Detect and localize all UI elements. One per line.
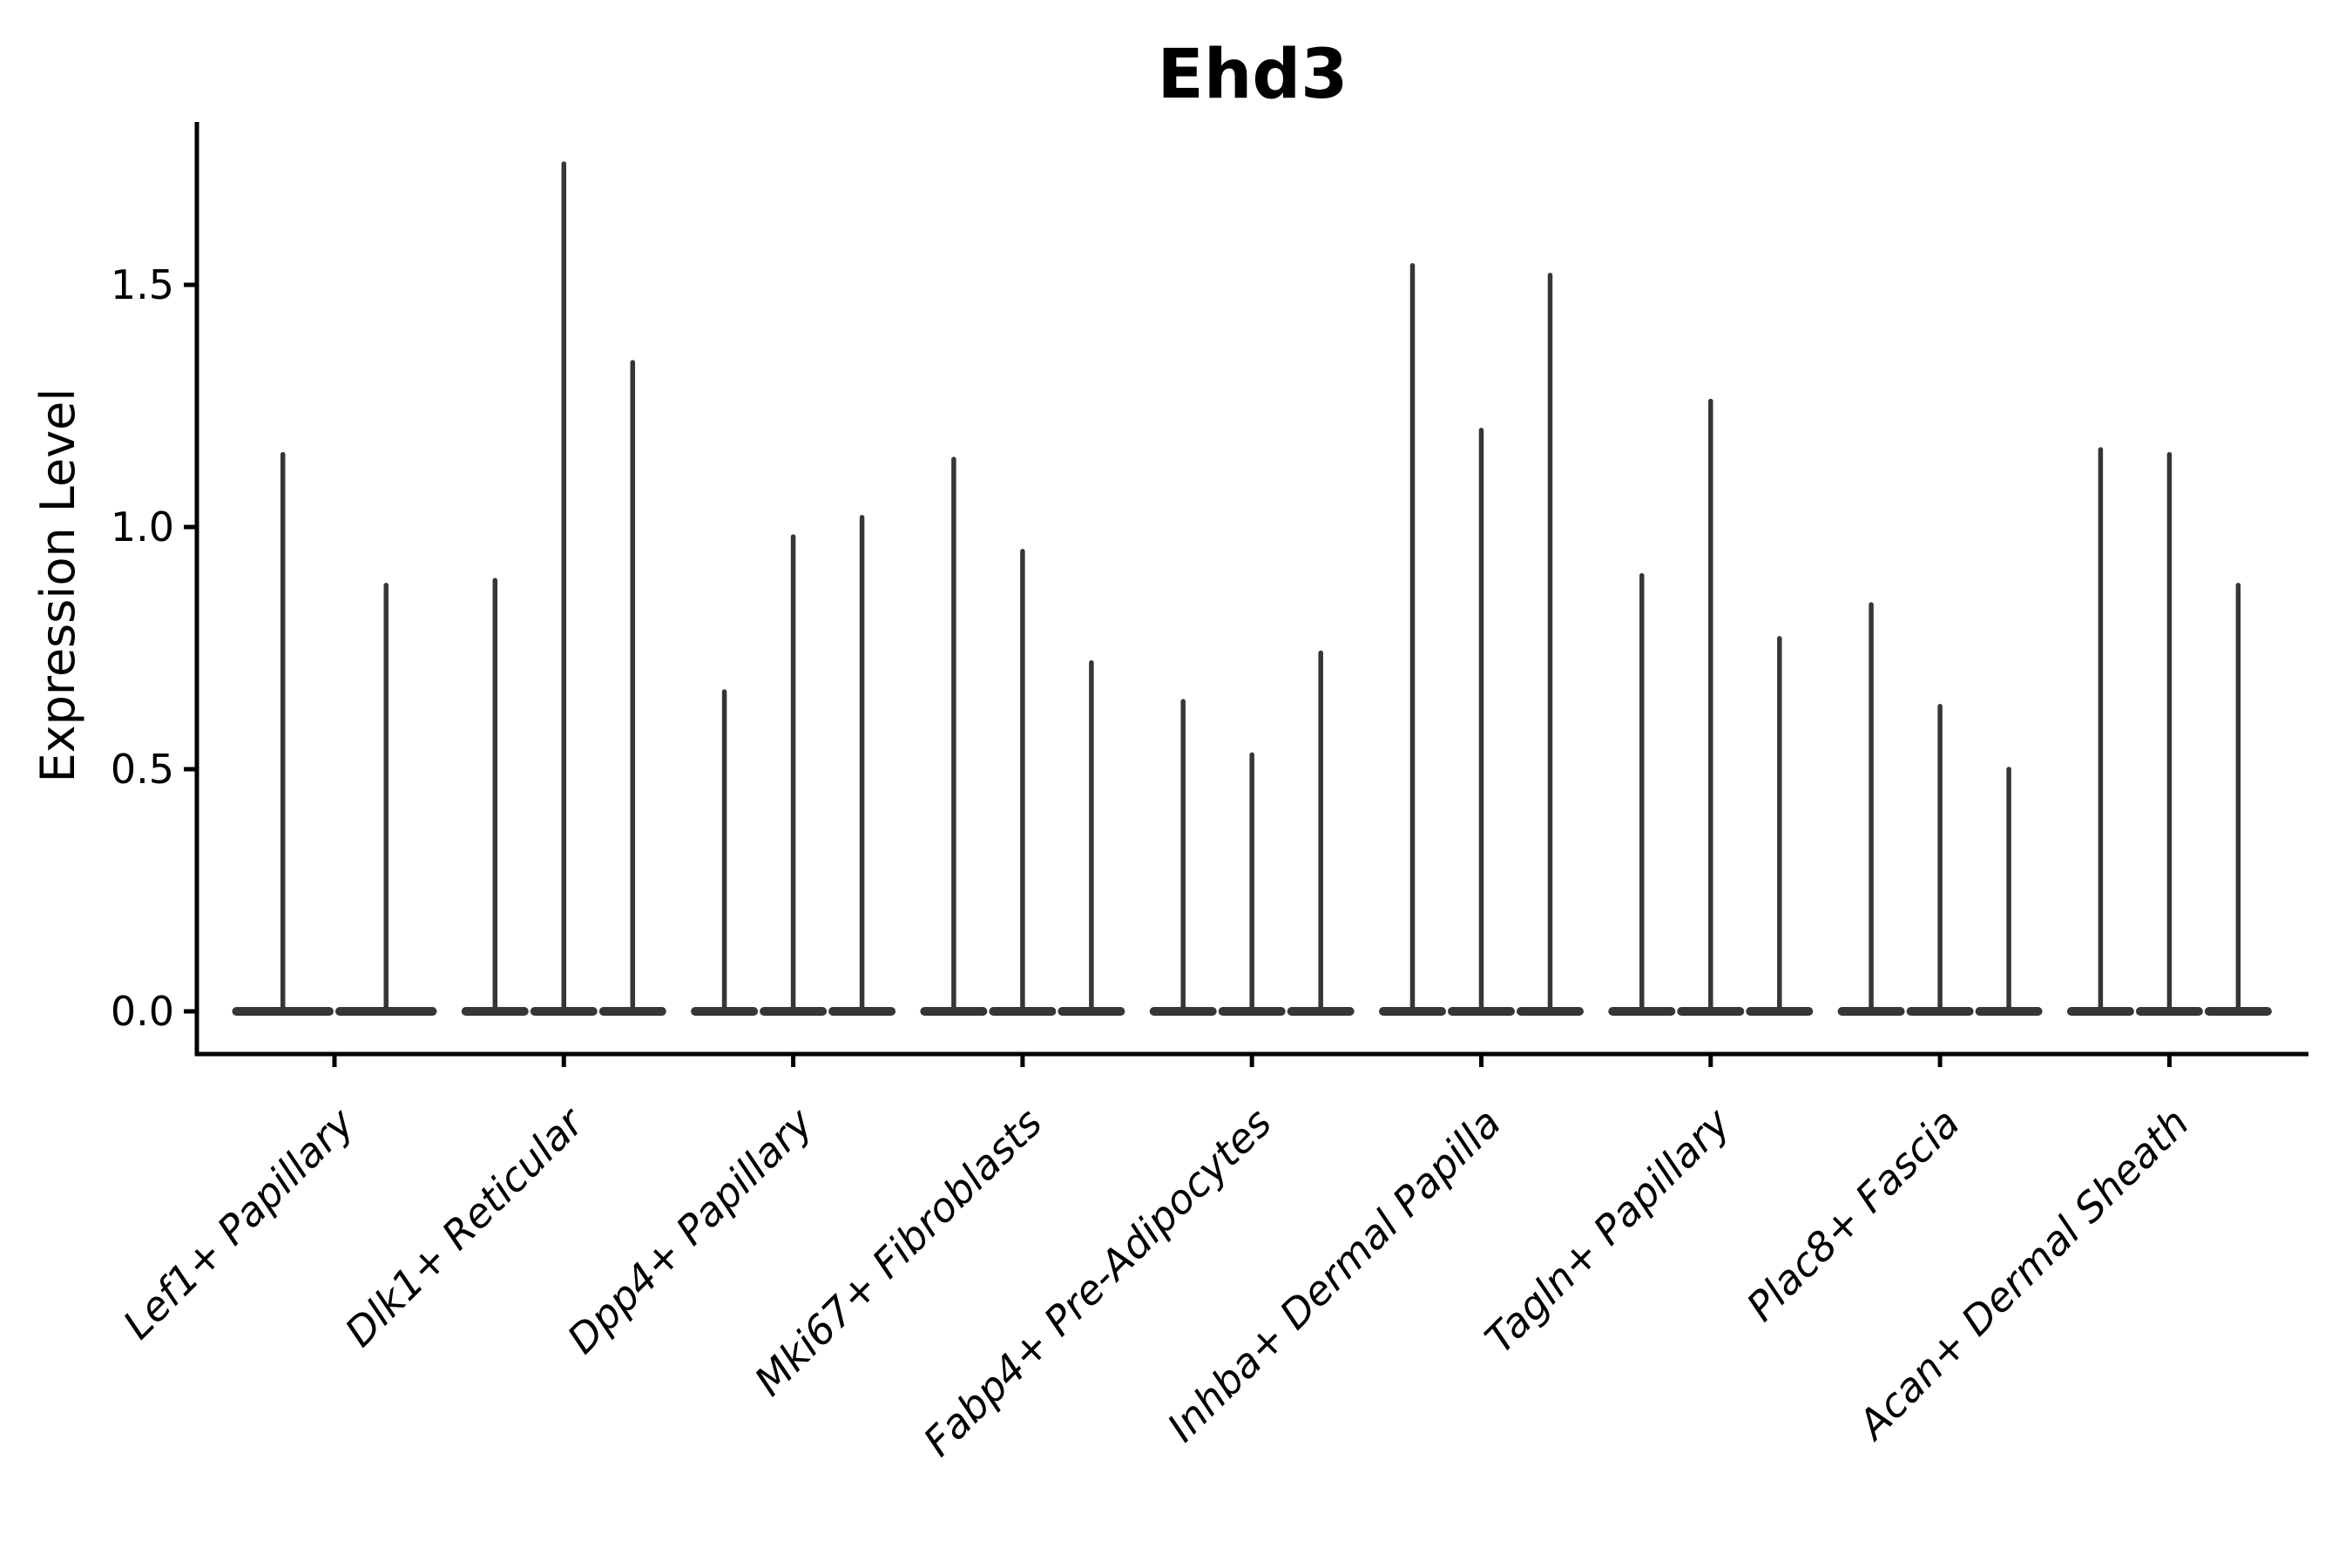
x-tick-label: Plac8+ Fascia — [1737, 1099, 1968, 1330]
y-axis-label: Expression Level — [30, 389, 85, 783]
y-tick-label: 0.5 — [111, 746, 174, 793]
y-tick-label: 0.0 — [111, 988, 174, 1035]
chart-title: Ehd3 — [1158, 36, 1348, 114]
x-tick-label: Lef1+ Papillary — [114, 1098, 363, 1348]
x-tick-label: Tagln+ Papillary — [1476, 1098, 1740, 1362]
y-tick-label: 1.0 — [111, 504, 174, 551]
x-tick-label: Dlk1+ Reticular — [335, 1097, 594, 1355]
x-tick-label: Dpp4+ Papillary — [558, 1098, 822, 1362]
y-tick-label: 1.5 — [111, 261, 174, 308]
